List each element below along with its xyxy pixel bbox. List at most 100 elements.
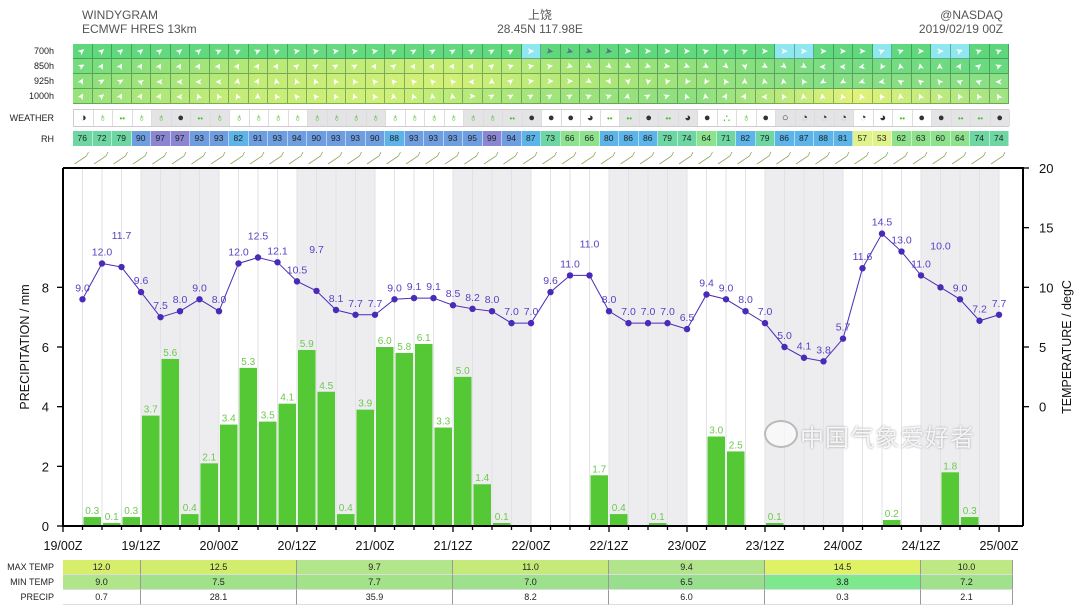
surface-wind-barb-icon (561, 151, 577, 165)
wind-cell: ➤ (170, 59, 190, 74)
wind-cell: ➤ (307, 89, 327, 104)
table-cell: 7.7 (297, 575, 453, 590)
wind-cell: ➤ (307, 44, 327, 59)
light-rain-icon: •• (957, 113, 964, 123)
weather-cell: ● (932, 110, 952, 126)
weather-cell: ♁ (425, 110, 445, 126)
temperature-point (761, 319, 769, 327)
y-left-tick-label: 0 (42, 519, 49, 534)
location-coords: 28.45N 117.98E (497, 22, 583, 36)
light-rain-icon: •• (977, 113, 984, 123)
weather-cell: ♁ (133, 110, 152, 126)
weather-cell: ♁ (269, 110, 289, 126)
weather-cell: •• (659, 110, 679, 126)
precip-bar (961, 517, 979, 526)
precip-label: 5.9 (300, 339, 314, 350)
wind-cell: ➤ (190, 74, 210, 89)
wind-cell: ➤ (658, 44, 678, 59)
x-tick-label: 24/12Z (902, 539, 941, 553)
y-left-tick-label: 2 (42, 459, 49, 474)
weather-cell: ◕ (581, 110, 601, 126)
weather-cell: ◕ (678, 110, 698, 126)
wind-cell: ➤ (931, 89, 951, 104)
wind-cell: ➤ (950, 44, 970, 59)
weather-cell: ♁ (210, 110, 230, 126)
temperature-label: 9.7 (309, 244, 324, 256)
wind-cell: ➤ (541, 89, 561, 104)
temperature-label: 6.5 (680, 312, 695, 324)
wind-cell: ➤ (209, 44, 229, 59)
wind-cell: ➤ (931, 59, 951, 74)
rh-cell: 74 (970, 131, 990, 146)
temperature-point (956, 296, 964, 303)
wind-cell: ➤ (677, 89, 697, 104)
surface-wind-barb-icon (639, 151, 655, 165)
surface-wind-barb-icon (210, 151, 226, 165)
wind-cell: ➤ (502, 59, 522, 74)
temperature-point (820, 358, 827, 365)
weather-cell: ♁ (152, 110, 172, 126)
wind-cell: ➤ (989, 89, 1009, 104)
rain-icon: ♁ (410, 112, 419, 124)
wind-cell: ➤ (677, 74, 697, 89)
temperature-point (722, 296, 730, 303)
weather-cell: ♁ (737, 110, 757, 126)
rh-cell: 74 (677, 131, 697, 146)
wind-cell: ➤ (989, 74, 1009, 89)
wind-cell: ➤ (404, 59, 424, 74)
rh-cell: 93 (209, 131, 229, 146)
rh-cell: 82 (229, 131, 249, 146)
table-cell: 3.8 (765, 575, 921, 590)
wind-cell: ➤ (970, 59, 990, 74)
precip-label: 6.0 (378, 336, 392, 347)
table-cell: 28.1 (141, 590, 297, 605)
wind-cell: ➤ (287, 44, 307, 59)
surface-wind-barb-icon (776, 151, 791, 165)
rh-cell: 64 (950, 131, 970, 146)
surface-wind-barb-icon (464, 151, 479, 165)
y-right-tick-label: 0 (1039, 400, 1046, 415)
light-rain-icon: •• (665, 113, 672, 123)
surface-wind-barb-icon (756, 151, 772, 165)
wind-cell: ➤ (73, 59, 93, 74)
rh-cell: 80 (599, 131, 619, 146)
wind-cell: ➤ (443, 59, 463, 74)
overcast-icon: ● (567, 112, 575, 124)
weather-cell: •• (620, 110, 640, 126)
wind-cell: ➤ (463, 59, 483, 74)
wind-cell: ➤ (248, 89, 268, 104)
wind-cell: ➤ (463, 44, 483, 59)
rh-cell: 94 (502, 131, 522, 146)
wind-cell: ➤ (599, 89, 619, 104)
rh-cell: 86 (619, 131, 639, 146)
wind-cell: ➤ (268, 59, 288, 74)
temperature-label: 7.0 (524, 306, 539, 318)
table-row: 12.0 12.5 9.7 11.0 9.4 14.5 10.0 (63, 560, 1013, 575)
rh-cell: 90 (365, 131, 385, 146)
table-cell: 10.0 (921, 560, 1013, 575)
weather-cell: ◑ (74, 110, 94, 126)
wind-cell: ➤ (931, 74, 951, 89)
wind-cell: ➤ (326, 74, 346, 89)
table-row-label: MAX TEMP (7, 562, 54, 572)
light-rain-icon: •• (197, 113, 204, 123)
temperature-label: 7.0 (621, 306, 636, 318)
wind-cell: ➤ (775, 59, 795, 74)
wind-cell: ➤ (190, 44, 210, 59)
wind-cell: ➤ (502, 44, 522, 59)
precip-bar (161, 358, 179, 526)
temperature-label: 9.6 (134, 275, 149, 287)
temperature-label: 8.0 (602, 294, 617, 306)
wind-cell: ➤ (697, 89, 717, 104)
wind-cell: ➤ (326, 59, 346, 74)
wind-cell: ➤ (892, 44, 912, 59)
temperature-label: 11.7 (112, 230, 132, 242)
rh-cell: 97 (170, 131, 190, 146)
weather-cell: ● (757, 110, 776, 126)
table-cell: 6.0 (609, 590, 765, 605)
wind-cell: ➤ (931, 44, 951, 59)
temperature-label: 7.2 (972, 304, 987, 316)
surface-wind-barb-icon (152, 151, 167, 165)
wind-cell: ➤ (989, 59, 1009, 74)
wind-cell: ➤ (736, 74, 756, 89)
